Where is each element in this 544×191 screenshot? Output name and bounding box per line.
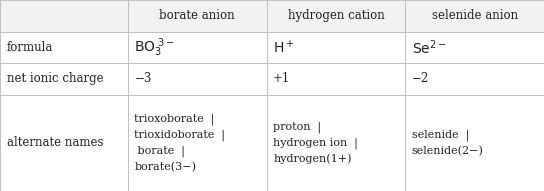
Bar — [0, 95, 128, 191]
Text: trioxoborate  |
trioxidoborate  |
 borate  |
borate(3−): trioxoborate | trioxidoborate | borate |… — [134, 114, 225, 172]
Text: selenide anion: selenide anion — [431, 9, 518, 22]
Text: +1: +1 — [273, 72, 290, 85]
Text: −2: −2 — [412, 72, 429, 85]
Text: proton  |
hydrogen ion  |
hydrogen(1+): proton | hydrogen ion | hydrogen(1+) — [273, 121, 358, 164]
Text: alternate names: alternate names — [7, 136, 103, 149]
Text: $\mathdefault{Se^{2-}}$: $\mathdefault{Se^{2-}}$ — [412, 38, 447, 57]
Bar — [0, 32, 128, 63]
Bar — [128, 63, 267, 95]
Bar — [0, 0, 128, 32]
Bar — [405, 32, 544, 63]
Text: borate anion: borate anion — [159, 9, 235, 22]
Bar — [405, 0, 544, 32]
Bar — [267, 32, 405, 63]
Bar — [267, 63, 405, 95]
Text: −3: −3 — [134, 72, 152, 85]
Bar — [405, 95, 544, 191]
Bar — [0, 63, 128, 95]
Text: net ionic charge: net ionic charge — [7, 72, 103, 85]
Text: formula: formula — [7, 41, 53, 54]
Text: hydrogen cation: hydrogen cation — [288, 9, 384, 22]
Text: $\mathdefault{H^+}$: $\mathdefault{H^+}$ — [273, 39, 295, 56]
Bar — [128, 0, 267, 32]
Text: selenide  |
selenide(2−): selenide | selenide(2−) — [412, 129, 484, 156]
Text: $\mathdefault{BO_3^{\ 3-}}$: $\mathdefault{BO_3^{\ 3-}}$ — [134, 36, 175, 59]
Bar — [405, 63, 544, 95]
Bar — [128, 32, 267, 63]
Bar — [128, 95, 267, 191]
Bar — [267, 0, 405, 32]
Bar — [267, 95, 405, 191]
